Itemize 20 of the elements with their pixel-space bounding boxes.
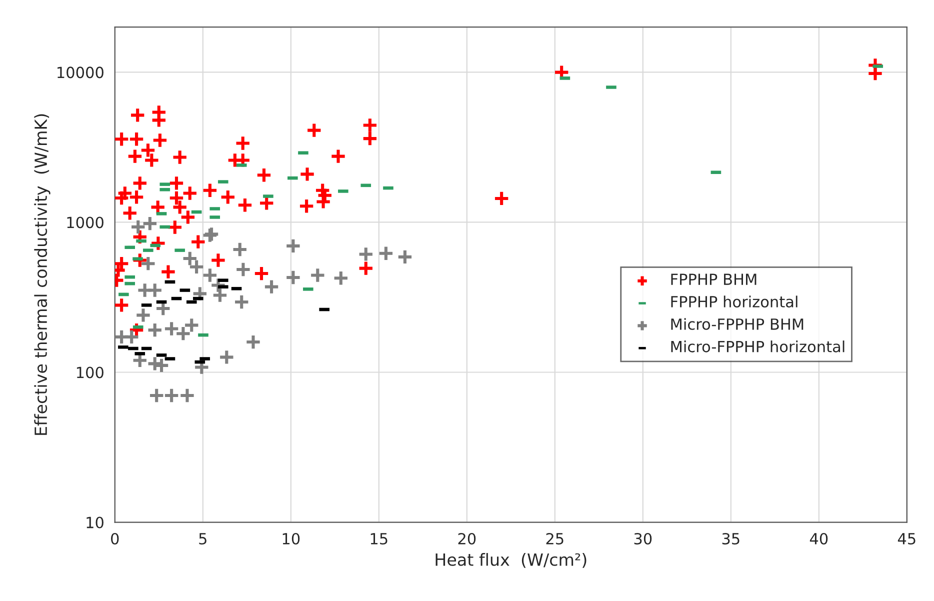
x-tick-label: 10: [282, 532, 300, 545]
x-tick-label: 0: [111, 532, 119, 545]
legend-label: FPPHP horizontal: [671, 296, 798, 308]
x-tick-label: 20: [458, 532, 476, 545]
x-tick-label: 40: [810, 532, 828, 545]
y-tick-label: 1000: [67, 216, 104, 228]
legend-label: Micro-FPPHP horizontal: [671, 340, 844, 352]
x-tick-label: 5: [199, 533, 206, 545]
x-tick-label: 30: [634, 532, 652, 545]
x-tick-label: 45: [898, 533, 916, 545]
x-tick-label: 15: [370, 533, 388, 545]
legend-label: Micro-FPPHP BHM: [671, 318, 804, 330]
legend-label: FPPHP BHM: [671, 274, 756, 285]
y-tick-label: 100: [76, 366, 104, 378]
y-axis-title: Effective thermal conductivity (W/mK): [34, 114, 50, 435]
y-tick-label: 10: [86, 516, 104, 528]
y-tick-label: 10000: [58, 66, 104, 78]
x-tick-label: 35: [722, 532, 740, 545]
x-tick-label: 25: [546, 532, 564, 545]
x-axis-title: Heat flux (W/cm²): [436, 553, 586, 568]
